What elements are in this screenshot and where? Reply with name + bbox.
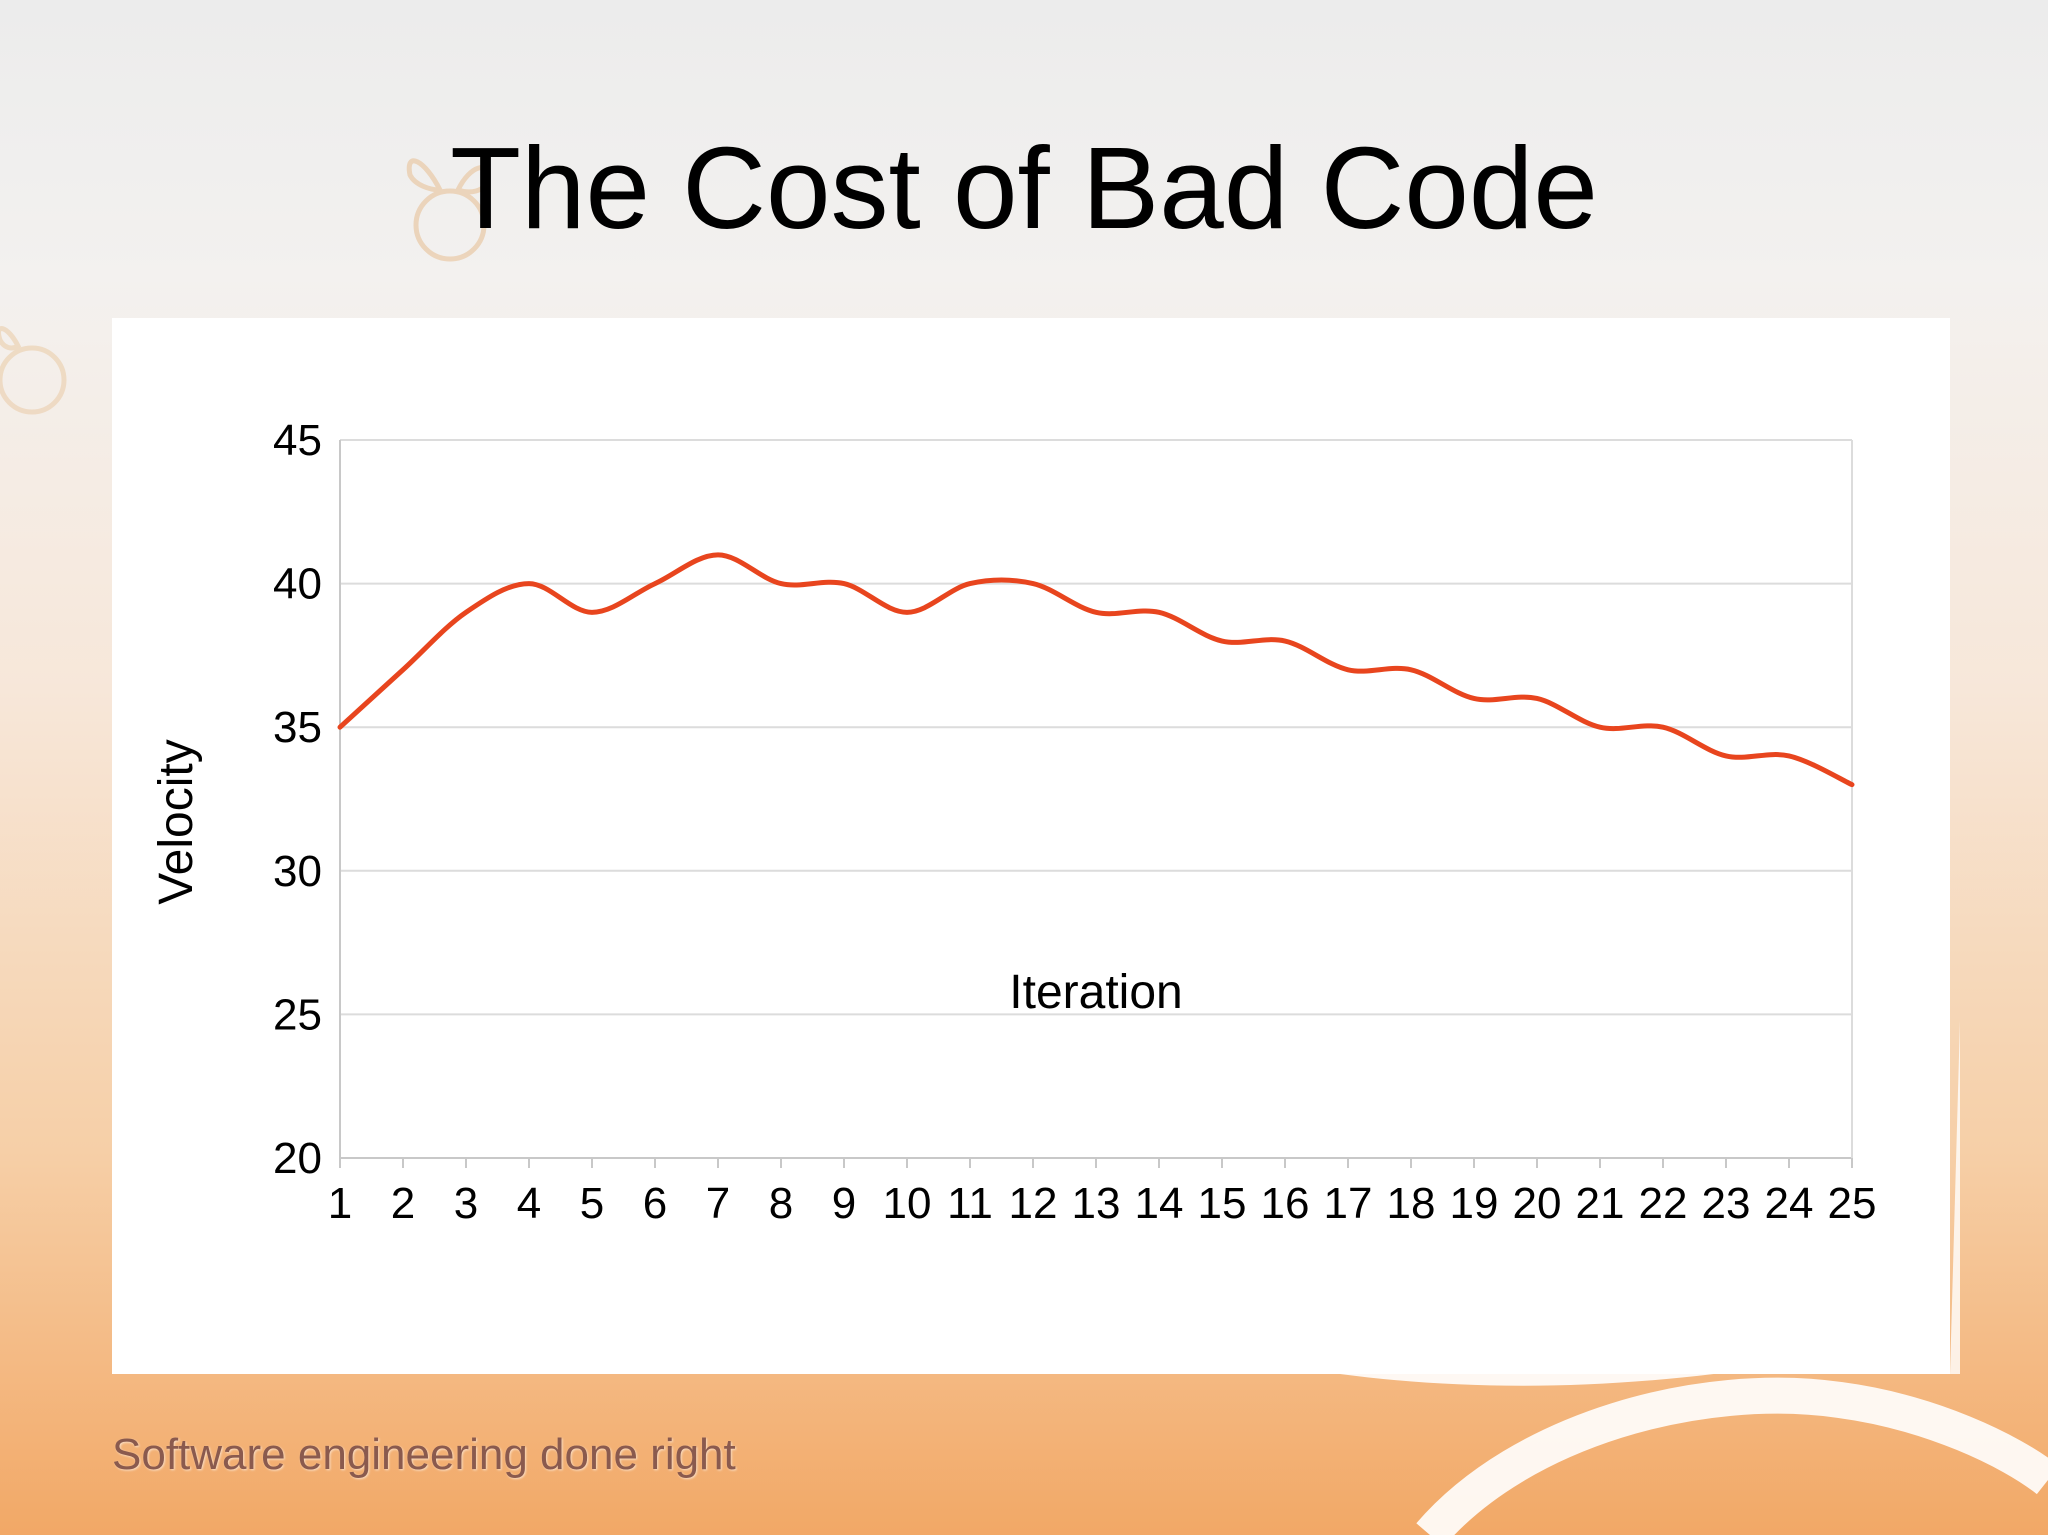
y-tick-label: 45: [273, 416, 322, 465]
y-tick-label: 35: [273, 703, 322, 752]
x-tick-label: 12: [1009, 1179, 1058, 1228]
x-tick-label: 9: [832, 1179, 856, 1228]
x-axis-label: Iteration: [1009, 966, 1182, 1019]
y-tick-labels: 20 25 30 35 40 45: [273, 416, 322, 1183]
x-tick-label: 23: [1702, 1179, 1751, 1228]
x-tick-label: 17: [1324, 1179, 1373, 1228]
y-axis-label: Velocity: [150, 739, 203, 904]
x-tick-label: 3: [454, 1179, 478, 1228]
x-tick-label: 20: [1513, 1179, 1562, 1228]
data-points: [339, 554, 1853, 785]
y-tick-label: 40: [273, 560, 322, 609]
y-tick-label: 25: [273, 990, 322, 1039]
x-tick-label: 10: [883, 1179, 932, 1228]
x-tick-label: 21: [1576, 1179, 1625, 1228]
x-tick-label: 8: [769, 1179, 793, 1228]
x-tick-label: 4: [517, 1179, 541, 1228]
x-tick-label: 19: [1450, 1179, 1499, 1228]
x-tick-label: 14: [1135, 1179, 1184, 1228]
x-tick-label: 1: [328, 1179, 352, 1228]
x-tick-label: 7: [706, 1179, 730, 1228]
x-tick-marks: [339, 1158, 1853, 1168]
x-tick-label: 18: [1387, 1179, 1436, 1228]
decorative-arc: [1416, 1377, 2048, 1535]
x-tick-label: 15: [1198, 1179, 1247, 1228]
x-tick-label: 25: [1828, 1179, 1877, 1228]
x-tick-label: 11: [947, 1179, 993, 1228]
x-tick-label: 24: [1765, 1179, 1814, 1228]
slide-title: The Cost of Bad Code: [450, 123, 1598, 253]
x-tick-label: 6: [643, 1179, 667, 1228]
x-tick-label: 16: [1261, 1179, 1310, 1228]
x-tick-label: 5: [580, 1179, 604, 1228]
x-tick-label: 13: [1072, 1179, 1121, 1228]
y-tick-label: 30: [273, 847, 322, 896]
peach-logo-icon: [0, 326, 67, 415]
x-tick-label: 2: [391, 1179, 415, 1228]
grid-lines: [339, 439, 1853, 1159]
footer-tagline: Software engineering done right: [112, 1430, 736, 1479]
series-line: [337, 552, 1855, 788]
chart-panel: 20 25 30 35 40 45 1 2 3 4 5 6 7 8 9 10 11 12 13 14 15 16 17 18…: [112, 318, 1950, 1374]
x-tick-labels: 1 2 3 4 5 6 7 8 9 10 11 12 13 14 15 16 17 18 19 20 21 22 23 24 2…: [328, 1179, 1877, 1228]
y-tick-label: 20: [273, 1134, 322, 1183]
decorative-arc-right: [1950, 1020, 1960, 1374]
x-tick-label: 22: [1639, 1179, 1688, 1228]
